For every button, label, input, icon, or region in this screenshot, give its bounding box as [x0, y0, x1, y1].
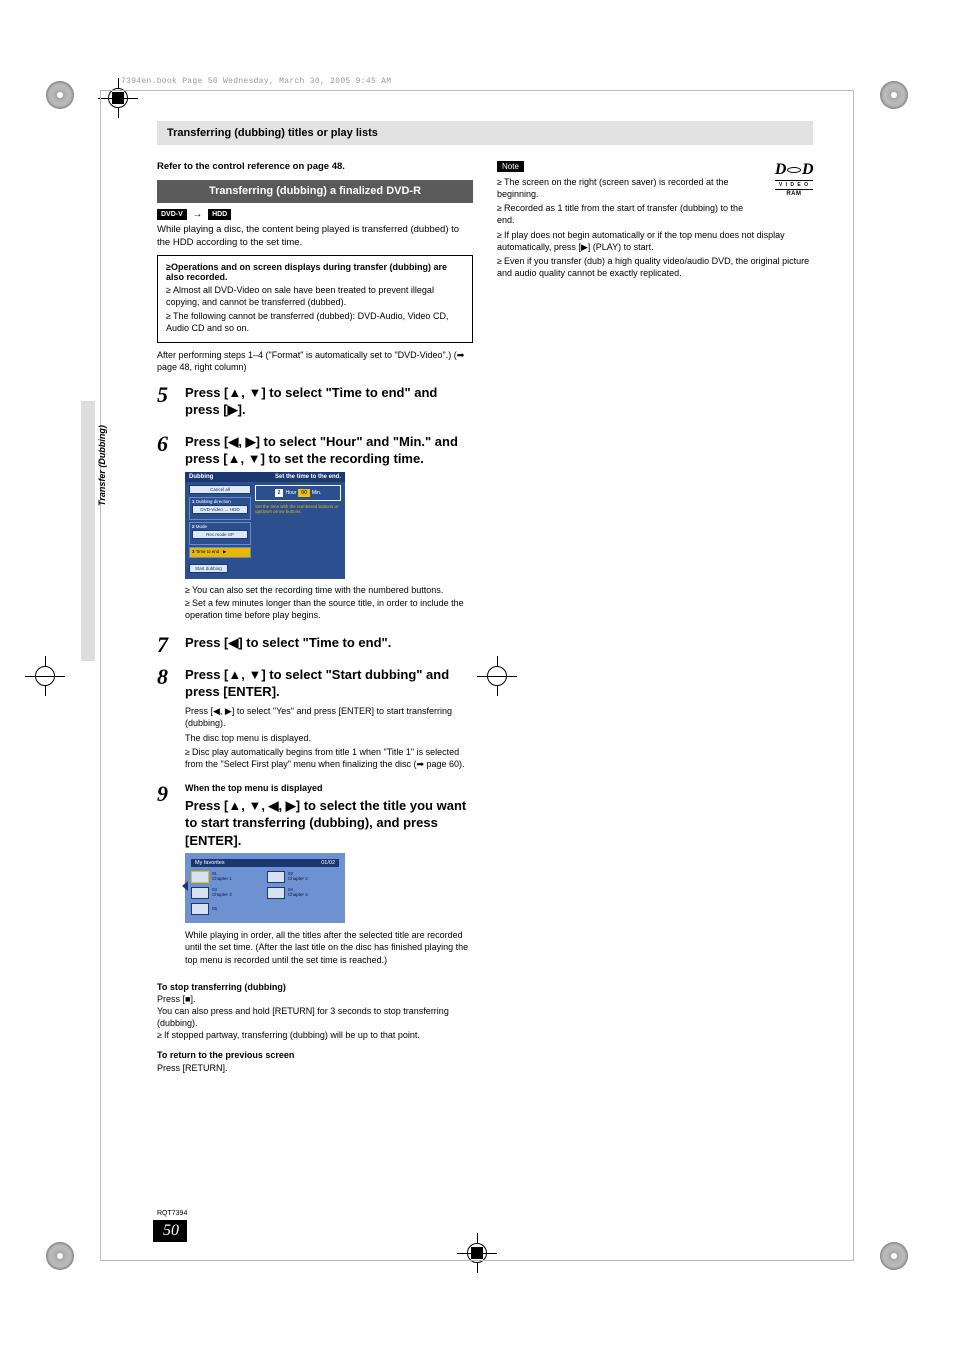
stop-heading: To stop transferring (dubbing)	[157, 981, 473, 993]
stop-text: You can also press and hold [RETURN] for…	[157, 1005, 473, 1029]
step-number: 9	[157, 783, 173, 969]
step-8: 8 Press [▲, ▼] to select "Start dubbing"…	[157, 666, 473, 773]
step-title: Press [◀] to select "Time to end".	[185, 634, 473, 652]
menu-item[interactable]: 02Chapter 2	[267, 871, 339, 883]
right-column: Note DD V I D E O RAM The screen on the …	[497, 161, 813, 1074]
step-9: 9 When the top menu is displayed Press […	[157, 783, 473, 969]
note-item: Recorded as 1 title from the start of tr…	[497, 202, 757, 226]
control-ref: Refer to the control reference on page 4…	[157, 161, 473, 172]
step-note: You can also set the recording time with…	[185, 585, 473, 597]
dialog-title: Dubbing	[189, 474, 213, 480]
menu-item[interactable]: 03Chapter 3	[191, 887, 263, 899]
note-item: The screen on the right (screen saver) i…	[497, 176, 757, 200]
step-title: Press [◀, ▶] to select "Hour" and "Min."…	[185, 433, 473, 468]
row-label: Time to end	[196, 549, 220, 554]
arrow-icon: →	[192, 209, 202, 220]
step-number: 7	[157, 634, 173, 656]
step-text: The disc top menu is displayed.	[185, 732, 473, 744]
min-label: Min.	[312, 490, 321, 496]
dialog-row[interactable]: 2 Mode Rec.mode SP	[189, 522, 251, 545]
step-number: 8	[157, 666, 173, 773]
step-note: Set a few minutes longer than the source…	[185, 598, 473, 621]
row-label: Dubbing direction	[196, 499, 231, 504]
step-note: Disc play automatically begins from titl…	[185, 747, 473, 770]
step-condition: When the top menu is displayed	[185, 783, 473, 793]
menu-page: 01/02	[321, 860, 335, 866]
stop-text: Press [■].	[157, 993, 473, 1005]
badge-dvdv: DVD-V	[157, 209, 187, 220]
menu-item-label: Chapter 2	[288, 876, 308, 881]
subheading: Transferring (dubbing) a finalized DVD-R	[157, 180, 473, 203]
time-input[interactable]: 2 Hour 00 Min.	[255, 485, 341, 501]
min-value: 00	[298, 489, 310, 497]
info-box-item: The following cannot be transferred (dub…	[166, 311, 464, 334]
info-box-heading-text: Operations and on screen displays during…	[166, 262, 447, 282]
step-title: Press [▲, ▼, ◀, ▶] to select the title y…	[185, 797, 473, 850]
step-title: Press [▲, ▼] to select "Start dubbing" a…	[185, 666, 473, 701]
menu-item[interactable]: 01Chapter 1	[191, 871, 263, 883]
return-text: Press [RETURN].	[157, 1062, 473, 1074]
dialog-row[interactable]: 1 Dubbing direction DVD-Video → HDD	[189, 497, 251, 520]
row-value: DVD-Video → HDD	[192, 505, 248, 514]
menu-item[interactable]: 05	[191, 903, 263, 915]
step-title: Press [▲, ▼] to select "Time to end" and…	[185, 384, 473, 419]
hour-label: Hour	[285, 490, 296, 496]
doc-code: RQT7394	[157, 1210, 187, 1217]
page-number: 50	[153, 1220, 187, 1242]
step-number: 5	[157, 384, 173, 423]
menu-item-label: Chapter 4	[288, 892, 308, 897]
badge-hdd: HDD	[208, 209, 231, 220]
menu-item-label: Chapter 3	[212, 892, 232, 897]
step-text: Press [◀, ▶] to select "Yes" and press […	[185, 705, 473, 729]
note-badge: Note	[497, 161, 524, 172]
reg-mark-tl	[25, 60, 95, 130]
cancel-all-button[interactable]: Cancel all	[189, 485, 251, 494]
disc-direction: DVD-V → HDD	[157, 209, 473, 220]
row-value: Rec.mode SP	[192, 530, 248, 539]
stop-note: If stopped partway, transferring (dubbin…	[157, 1029, 473, 1041]
reg-mark-br	[859, 1221, 929, 1291]
after-steps-note: After performing steps 1–4 ("Format" is …	[157, 349, 473, 373]
return-heading: To return to the previous screen	[157, 1049, 473, 1061]
page-footer: RQT7394 50	[157, 1210, 187, 1242]
intro-text: While playing a disc, the content being …	[157, 224, 473, 250]
logo-sub1: V I D E O	[775, 182, 813, 188]
info-box-item: Almost all DVD-Video on sale have been t…	[166, 285, 464, 308]
step-7: 7 Press [◀] to select "Time to end".	[157, 634, 473, 656]
step-5: 5 Press [▲, ▼] to select "Time to end" a…	[157, 384, 473, 423]
dialog-subtitle: Set the time to the end.	[275, 474, 341, 480]
crosshair-left	[25, 656, 65, 696]
dialog-hint: Set the time with the numbered buttons o…	[255, 504, 341, 515]
step-text: While playing in order, all the titles a…	[185, 929, 473, 965]
hour-value: 2	[275, 489, 284, 497]
section-header: Transferring (dubbing) titles or play li…	[157, 121, 813, 145]
logo-sub2: RAM	[775, 191, 813, 197]
book-header: 7394en.book Page 50 Wednesday, March 30,…	[121, 77, 391, 86]
menu-item[interactable]: 04Chapter 4	[267, 887, 339, 899]
nav-left-icon[interactable]	[182, 881, 188, 891]
side-label: Transfer (Dubbing)	[97, 425, 107, 506]
dialog-row-selected[interactable]: 3 Time to end ▶	[189, 547, 251, 558]
reg-mark-tr	[859, 60, 929, 130]
row-label: Mode	[196, 524, 207, 529]
page-frame: 7394en.book Page 50 Wednesday, March 30,…	[100, 90, 854, 1261]
reg-mark-bl	[25, 1221, 95, 1291]
side-tab	[81, 401, 95, 661]
info-box-heading: ≥Operations and on screen displays durin…	[166, 262, 464, 282]
menu-item-num: 05	[212, 906, 217, 911]
menu-item-label: Chapter 1	[212, 876, 232, 881]
note-item: If play does not begin automatically or …	[497, 229, 813, 253]
step-6: 6 Press [◀, ▶] to select "Hour" and "Min…	[157, 433, 473, 624]
left-column: Refer to the control reference on page 4…	[157, 161, 473, 1074]
menu-title: My favorites	[195, 860, 225, 866]
dvd-ram-logo: DD V I D E O RAM	[775, 161, 813, 197]
top-menu-dialog: My favorites 01/02 01Chapter 1 02Chapter…	[185, 853, 345, 923]
dubbing-dialog: Dubbing Set the time to the end. Cancel …	[185, 472, 345, 579]
info-box: ≥Operations and on screen displays durin…	[157, 255, 473, 343]
step-number: 6	[157, 433, 173, 624]
note-item: Even if you transfer (dub) a high qualit…	[497, 255, 813, 279]
start-dubbing-button[interactable]: Start dubbing	[189, 564, 228, 573]
